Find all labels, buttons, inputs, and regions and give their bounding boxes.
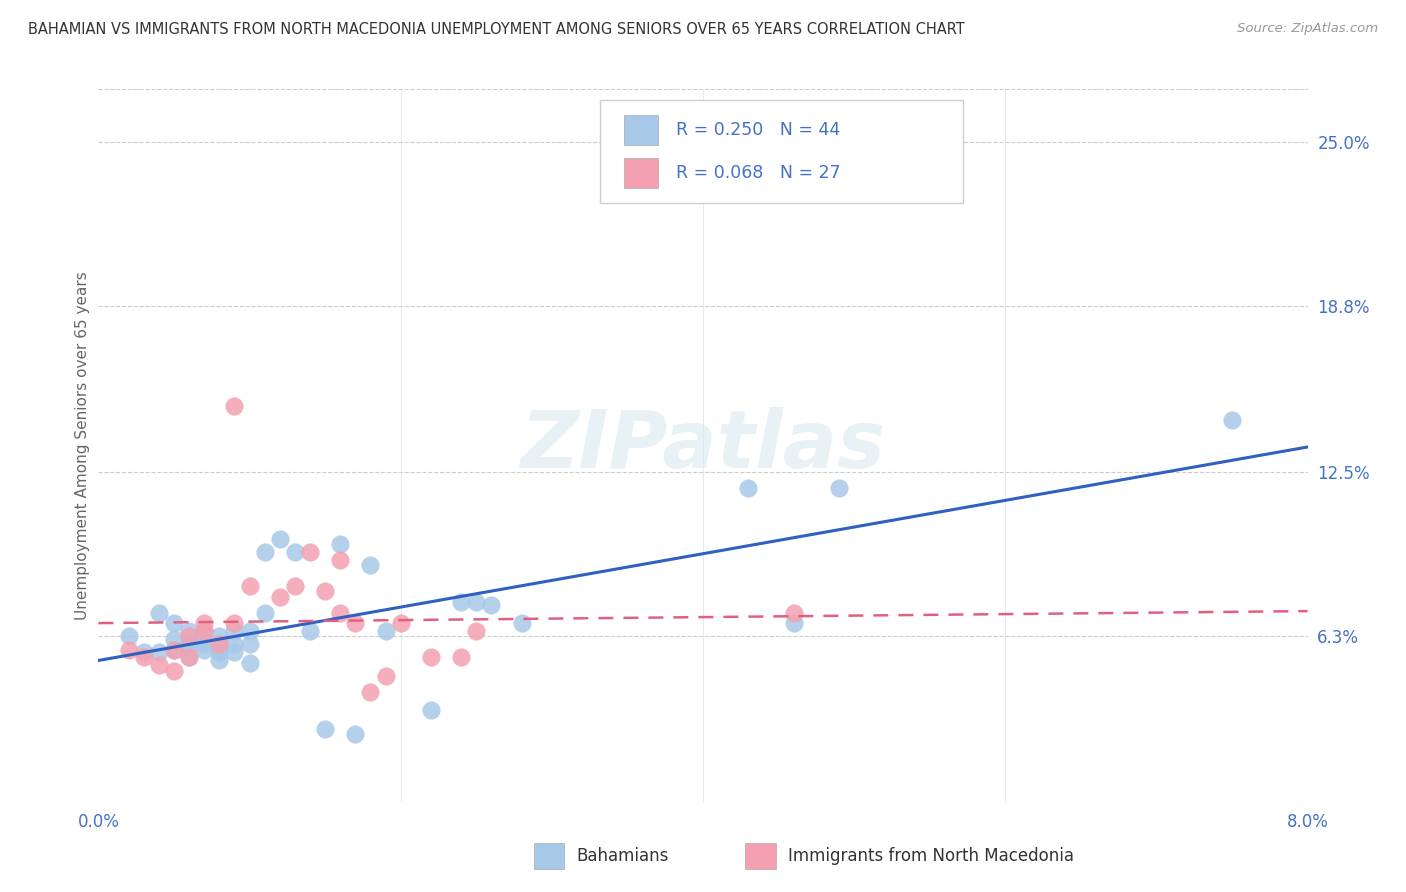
Point xyxy=(179,650,201,665)
Point xyxy=(510,616,533,631)
Point xyxy=(450,595,472,609)
Point xyxy=(284,545,307,559)
Point xyxy=(374,624,396,638)
Point xyxy=(148,606,170,620)
Point xyxy=(253,606,276,620)
Point xyxy=(224,637,246,651)
Point xyxy=(163,664,186,678)
Point xyxy=(193,624,215,638)
Point xyxy=(179,637,201,651)
Point xyxy=(163,642,186,657)
FancyBboxPatch shape xyxy=(600,100,963,203)
FancyBboxPatch shape xyxy=(624,115,658,145)
Point xyxy=(359,685,381,699)
Point xyxy=(224,616,246,631)
Point xyxy=(389,616,412,631)
Point xyxy=(224,645,246,659)
Text: R = 0.250   N = 44: R = 0.250 N = 44 xyxy=(676,121,841,139)
Point xyxy=(193,624,215,638)
Point xyxy=(737,481,759,495)
Point xyxy=(193,629,215,643)
Text: Immigrants from North Macedonia: Immigrants from North Macedonia xyxy=(787,847,1074,865)
Point xyxy=(450,650,472,665)
Text: Source: ZipAtlas.com: Source: ZipAtlas.com xyxy=(1237,22,1378,36)
Point xyxy=(782,606,804,620)
Point xyxy=(208,629,231,643)
Point xyxy=(239,624,262,638)
Point xyxy=(179,624,201,638)
Text: BAHAMIAN VS IMMIGRANTS FROM NORTH MACEDONIA UNEMPLOYMENT AMONG SENIORS OVER 65 Y: BAHAMIAN VS IMMIGRANTS FROM NORTH MACEDO… xyxy=(28,22,965,37)
Point xyxy=(224,624,246,638)
Point xyxy=(163,616,186,631)
Point xyxy=(269,590,291,604)
Point xyxy=(193,616,215,631)
Point xyxy=(1220,412,1243,426)
Point xyxy=(148,645,170,659)
Point xyxy=(465,595,488,609)
Point xyxy=(163,642,186,657)
Point xyxy=(284,579,307,593)
Point xyxy=(118,642,141,657)
Point xyxy=(344,616,367,631)
Point xyxy=(359,558,381,572)
Point xyxy=(299,624,322,638)
Point xyxy=(193,637,215,651)
Point xyxy=(193,642,215,657)
Point xyxy=(314,722,336,736)
Point xyxy=(419,703,441,717)
Text: R = 0.068   N = 27: R = 0.068 N = 27 xyxy=(676,164,841,182)
Point xyxy=(224,400,246,414)
Point xyxy=(269,532,291,546)
Point xyxy=(239,656,262,670)
Point xyxy=(465,624,488,638)
Point xyxy=(132,650,155,665)
Text: ZIPatlas: ZIPatlas xyxy=(520,407,886,485)
FancyBboxPatch shape xyxy=(745,844,776,869)
Point xyxy=(179,640,201,654)
Point xyxy=(419,650,441,665)
Point xyxy=(329,552,352,566)
Point xyxy=(208,653,231,667)
Point xyxy=(208,642,231,657)
Point xyxy=(208,637,231,651)
Point xyxy=(828,481,851,495)
Point xyxy=(344,727,367,741)
Point xyxy=(299,545,322,559)
Point xyxy=(132,645,155,659)
Point xyxy=(329,606,352,620)
Point xyxy=(179,650,201,665)
Point xyxy=(163,632,186,646)
Text: Bahamians: Bahamians xyxy=(576,847,668,865)
FancyBboxPatch shape xyxy=(624,158,658,188)
Point xyxy=(118,629,141,643)
Point xyxy=(314,584,336,599)
FancyBboxPatch shape xyxy=(534,844,564,869)
Point xyxy=(239,637,262,651)
Point xyxy=(239,579,262,593)
Point xyxy=(148,658,170,673)
Point xyxy=(329,537,352,551)
Point xyxy=(782,616,804,631)
Point xyxy=(208,645,231,659)
Point xyxy=(479,598,503,612)
Y-axis label: Unemployment Among Seniors over 65 years: Unemployment Among Seniors over 65 years xyxy=(75,272,90,620)
Point xyxy=(179,629,201,643)
Point xyxy=(374,669,396,683)
Point xyxy=(253,545,276,559)
